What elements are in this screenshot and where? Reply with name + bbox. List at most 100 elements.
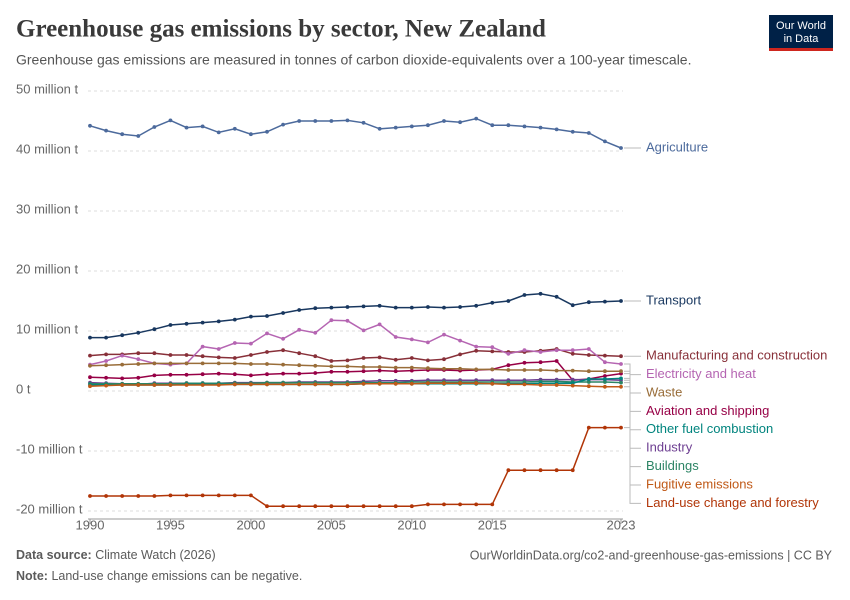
- series[interactable]: [88, 347, 623, 363]
- point: [313, 382, 318, 387]
- point: [136, 357, 141, 362]
- point: [249, 493, 253, 498]
- point: [104, 494, 108, 498]
- point: [88, 335, 92, 340]
- point: [168, 323, 173, 327]
- series[interactable]: [88, 361, 623, 374]
- note-text: Land-use change emissions can be negativ…: [51, 569, 302, 583]
- point: [104, 128, 108, 133]
- point: [136, 351, 141, 356]
- point: [393, 504, 398, 509]
- point: [426, 358, 430, 363]
- point: [377, 322, 382, 327]
- legend-label[interactable]: Electricity and heat: [646, 366, 756, 381]
- point: [361, 328, 366, 333]
- point: [168, 493, 173, 498]
- legend-label[interactable]: Transport: [646, 292, 702, 307]
- point: [232, 126, 237, 131]
- point: [297, 382, 302, 387]
- legend-label[interactable]: Aviation and shipping: [646, 403, 769, 418]
- point: [361, 369, 366, 374]
- point: [281, 371, 285, 376]
- leader-line: [624, 382, 641, 468]
- point: [554, 127, 559, 132]
- url[interactable]: OurWorldinData.org/co2-and-greenhouse-ga…: [470, 548, 833, 562]
- point: [88, 123, 92, 128]
- legend-label[interactable]: Land-use change and forestry: [646, 495, 819, 510]
- legend-label[interactable]: Agriculture: [646, 139, 708, 154]
- point: [281, 348, 285, 353]
- point: [265, 504, 269, 509]
- x-tick-label: 2005: [317, 517, 346, 532]
- point: [281, 362, 285, 367]
- point: [603, 425, 607, 430]
- point: [200, 372, 205, 377]
- series[interactable]: [88, 381, 623, 389]
- point: [297, 119, 302, 123]
- legend-label[interactable]: Industry: [646, 440, 693, 455]
- point: [603, 139, 607, 144]
- legend-label[interactable]: Fugitive emissions: [646, 476, 753, 491]
- logo-bar: [769, 48, 833, 51]
- point: [377, 365, 382, 369]
- line: [89, 117, 622, 149]
- line: [89, 319, 622, 366]
- y-tick-label: -20 million t: [16, 501, 83, 516]
- point: [265, 382, 269, 387]
- series[interactable]: [88, 116, 623, 150]
- point: [619, 299, 623, 303]
- point: [393, 365, 398, 370]
- legend-label[interactable]: Manufacturing and construction: [646, 348, 827, 363]
- y-tick-label: 30 million t: [16, 201, 79, 216]
- point: [409, 356, 414, 360]
- point: [88, 494, 92, 498]
- point: [345, 305, 350, 309]
- point: [538, 360, 543, 365]
- point: [104, 359, 108, 363]
- point: [490, 123, 495, 128]
- point: [619, 146, 623, 150]
- x-tick-label: 1995: [156, 517, 185, 532]
- point: [200, 383, 205, 387]
- point: [200, 354, 205, 359]
- series[interactable]: [88, 425, 623, 509]
- point: [281, 504, 285, 509]
- point: [88, 353, 92, 358]
- point: [393, 369, 398, 374]
- point: [490, 367, 495, 372]
- point: [265, 350, 269, 354]
- point: [232, 341, 237, 345]
- point: [474, 367, 479, 372]
- point: [345, 364, 350, 369]
- point: [313, 306, 318, 311]
- series[interactable]: [88, 291, 623, 340]
- legend-label[interactable]: Waste: [646, 384, 682, 399]
- point: [426, 366, 430, 371]
- point: [426, 381, 430, 386]
- point: [216, 383, 221, 387]
- point: [136, 383, 141, 387]
- legend-label[interactable]: Other fuel combustion: [646, 421, 773, 436]
- point: [619, 354, 623, 359]
- point: [313, 371, 318, 375]
- point: [377, 126, 382, 131]
- point: [603, 380, 607, 384]
- point: [152, 373, 157, 378]
- point: [506, 123, 511, 128]
- legend-label[interactable]: Buildings: [646, 458, 699, 473]
- point: [377, 368, 382, 373]
- point: [184, 383, 189, 387]
- point: [506, 299, 511, 303]
- point: [506, 363, 511, 368]
- point: [136, 494, 141, 498]
- point: [361, 120, 366, 125]
- point: [458, 366, 462, 371]
- point: [442, 366, 446, 371]
- logo[interactable]: Our World in Data: [769, 15, 833, 51]
- point: [426, 502, 430, 507]
- point: [409, 381, 414, 386]
- point: [168, 353, 173, 357]
- point: [538, 383, 543, 387]
- point: [377, 381, 382, 386]
